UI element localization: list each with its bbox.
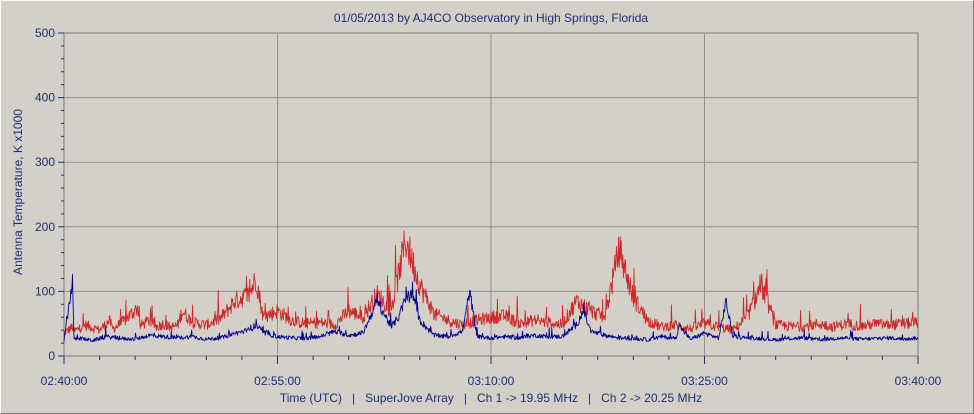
x-tick-label: 03:40:00 bbox=[895, 374, 942, 388]
x-tick-label: 02:40:00 bbox=[41, 374, 88, 388]
y-axis-label: Antenna Temperature, K x1000 bbox=[11, 109, 25, 275]
grid-lines bbox=[64, 33, 918, 356]
y-tick-label: 500 bbox=[35, 26, 55, 40]
y-tick-label: 100 bbox=[35, 284, 55, 298]
x-tick-label: 03:10:00 bbox=[468, 374, 515, 388]
axis-layer: 0 100 200 300 400 500 02:40:00 02:55:00 03:10:00… bbox=[35, 26, 942, 388]
series-layer bbox=[63, 230, 919, 343]
x-tick-label: 03:25:00 bbox=[681, 374, 728, 388]
y-tick-label: 200 bbox=[35, 220, 55, 234]
x-axis-label: Time (UTC) | SuperJove Array | Ch 1 -> 1… bbox=[280, 391, 702, 405]
y-tick-label: 300 bbox=[35, 155, 55, 169]
series-ch2-line bbox=[63, 273, 919, 343]
series-ch1-line bbox=[63, 230, 919, 336]
chart-title: 01/05/2013 by AJ4CO Observatory in High … bbox=[334, 11, 648, 25]
y-tick-label: 0 bbox=[48, 349, 55, 363]
x-tick-label: 02:55:00 bbox=[254, 374, 301, 388]
y-tick-label: 400 bbox=[35, 91, 55, 105]
